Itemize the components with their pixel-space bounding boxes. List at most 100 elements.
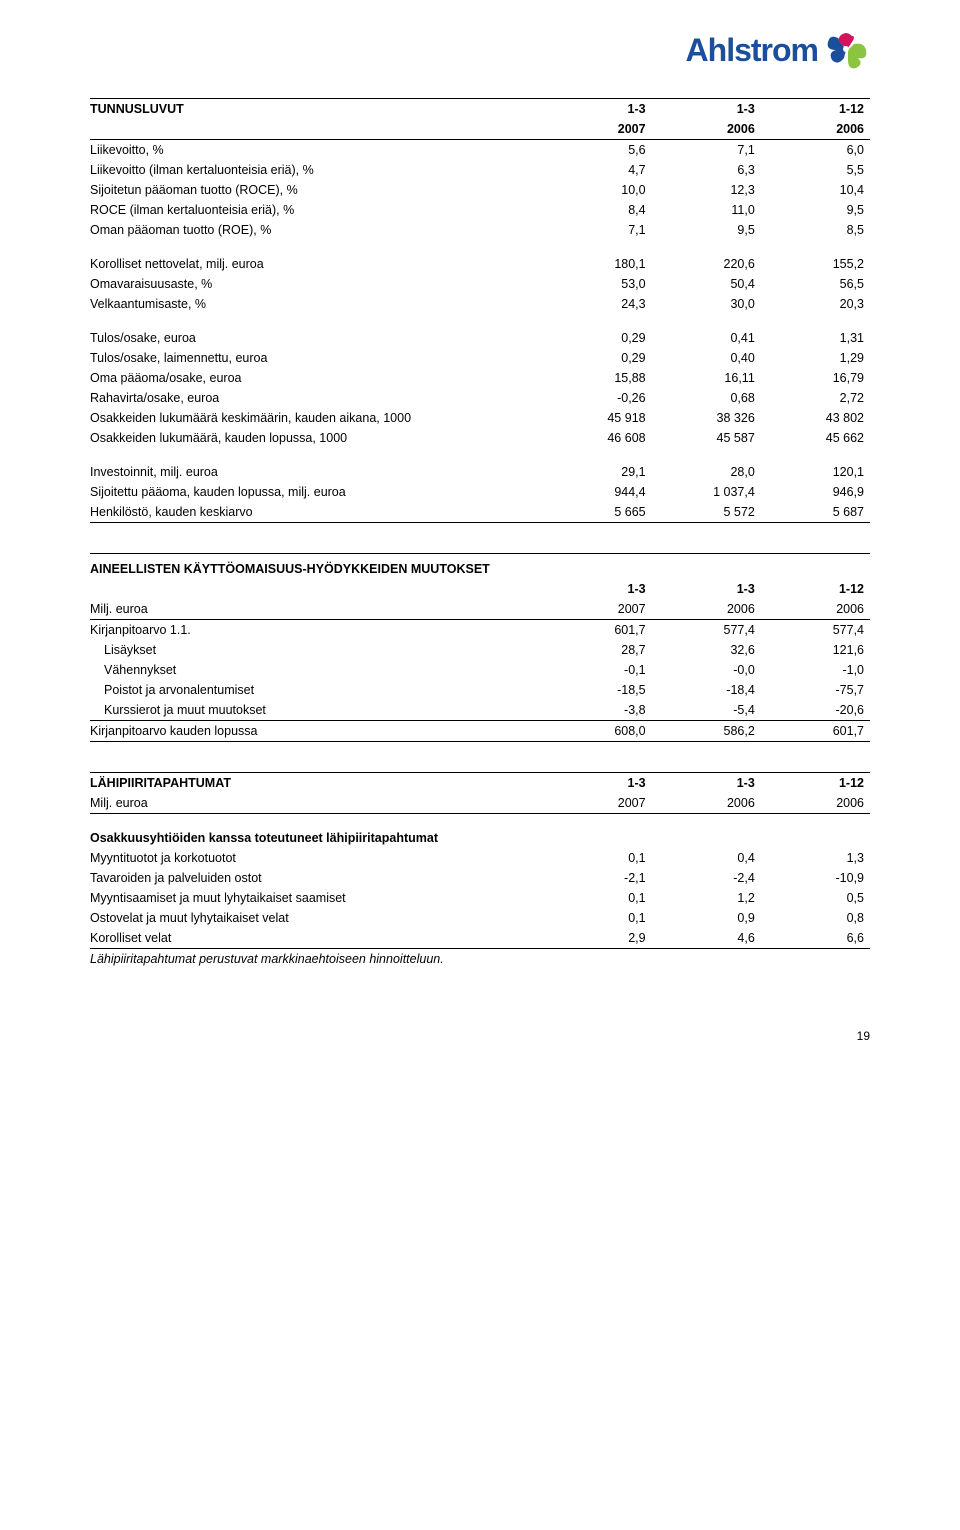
cell: 0,8 — [761, 908, 870, 928]
cell: -10,9 — [761, 868, 870, 888]
cell: Tulos/osake, euroa — [90, 328, 542, 348]
cell: 28,7 — [542, 640, 651, 660]
cell: 2,72 — [761, 388, 870, 408]
table-row: Korolliset nettovelat, milj. euroa180,12… — [90, 254, 870, 274]
table-row: Liikevoitto (ilman kertaluonteisia eriä)… — [90, 160, 870, 180]
table-row: Liikevoitto, %5,67,16,0 — [90, 140, 870, 161]
cell: Lisäykset — [90, 640, 542, 660]
cell: -18,5 — [542, 680, 651, 700]
cell: 8,4 — [542, 200, 651, 220]
cell: 6,3 — [652, 160, 761, 180]
cell: 0,41 — [652, 328, 761, 348]
key-figures-table: TUNNUSLUVUT 1-3 1-3 1-12 2007 2006 2006 … — [90, 98, 870, 523]
table-row: Oma pääoma/osake, euroa15,8816,1116,79 — [90, 368, 870, 388]
cell: Milj. euroa — [90, 793, 542, 814]
cell: 11,0 — [652, 200, 761, 220]
cell: 29,1 — [542, 462, 651, 482]
table-row: Osakkuusyhtiöiden kanssa toteutuneet läh… — [90, 828, 870, 848]
cell: Liikevoitto, % — [90, 140, 542, 161]
cell: 6,0 — [761, 140, 870, 161]
cell: 4,7 — [542, 160, 651, 180]
cell: 1,2 — [652, 888, 761, 908]
cell: ROCE (ilman kertaluonteisia eriä), % — [90, 200, 542, 220]
cell: 45 662 — [761, 428, 870, 448]
cell: 1,31 — [761, 328, 870, 348]
table-row: Myyntisaamiset ja muut lyhytaikaiset saa… — [90, 888, 870, 908]
cell: 2006 — [761, 599, 870, 620]
cell: Korolliset nettovelat, milj. euroa — [90, 254, 542, 274]
cell: 9,5 — [761, 200, 870, 220]
cell: 2007 — [542, 119, 651, 140]
cell: Omavaraisuusaste, % — [90, 274, 542, 294]
cell: 4,6 — [652, 928, 761, 949]
cell: Velkaantumisaste, % — [90, 294, 542, 314]
table-row: Lähipiiritapahtumat perustuvat markkinae… — [90, 948, 870, 969]
table-row: Omavaraisuusaste, %53,050,456,5 — [90, 274, 870, 294]
cell: 0,68 — [652, 388, 761, 408]
table-row: Kirjanpitoarvo kauden lopussa 608,0 586,… — [90, 721, 870, 742]
cell: Kirjanpitoarvo 1.1. — [90, 620, 542, 641]
cell: 10,0 — [542, 180, 651, 200]
cell: 43 802 — [761, 408, 870, 428]
table-row: Osakkeiden lukumäärä, kauden lopussa, 10… — [90, 428, 870, 448]
clover-icon — [824, 30, 870, 70]
cell: Milj. euroa — [90, 599, 542, 620]
cell: 121,6 — [761, 640, 870, 660]
table-row: Kurssierot ja muut muutokset-3,8-5,4-20,… — [90, 700, 870, 721]
cell: 56,5 — [761, 274, 870, 294]
cell: Sijoitettu pääoma, kauden lopussa, milj.… — [90, 482, 542, 502]
cell: 577,4 — [652, 620, 761, 641]
cell: 2,9 — [542, 928, 651, 949]
cell: 2006 — [652, 119, 761, 140]
cell: 601,7 — [761, 721, 870, 742]
cell: -5,4 — [652, 700, 761, 721]
cell: 9,5 — [652, 220, 761, 240]
cell: 1,3 — [761, 848, 870, 868]
section-subtitle: Osakkuusyhtiöiden kanssa toteutuneet läh… — [90, 828, 870, 848]
cell: Osakkeiden lukumäärä, kauden lopussa, 10… — [90, 428, 542, 448]
table-row: TUNNUSLUVUT 1-3 1-3 1-12 — [90, 99, 870, 120]
cell: Kirjanpitoarvo kauden lopussa — [90, 721, 542, 742]
related-party-table: LÄHIPIIRITAPAHTUMAT 1-3 1-3 1-12 Milj. e… — [90, 772, 870, 969]
cell: Myyntituotot ja korkotuotot — [90, 848, 542, 868]
cell: 0,29 — [542, 328, 651, 348]
cell: -0,26 — [542, 388, 651, 408]
cell: 45 587 — [652, 428, 761, 448]
cell: 0,1 — [542, 848, 651, 868]
table-row: Rahavirta/osake, euroa-0,260,682,72 — [90, 388, 870, 408]
cell: 7,1 — [652, 140, 761, 161]
cell: 2006 — [652, 793, 761, 814]
table-row: 1-3 1-3 1-12 — [90, 579, 870, 599]
cell: 0,1 — [542, 908, 651, 928]
cell: 32,6 — [652, 640, 761, 660]
section-title: AINEELLISTEN KÄYTTÖOMAISUUS-HYÖDYKKEIDEN… — [90, 554, 542, 580]
table-row: Kirjanpitoarvo 1.1.601,7577,4577,4 — [90, 620, 870, 641]
table-row: Sijoitettu pääoma, kauden lopussa, milj.… — [90, 482, 870, 502]
cell: Tulos/osake, laimennettu, euroa — [90, 348, 542, 368]
cell: 944,4 — [542, 482, 651, 502]
cell: Rahavirta/osake, euroa — [90, 388, 542, 408]
cell: LÄHIPIIRITAPAHTUMAT — [90, 773, 542, 794]
page-number: 19 — [90, 1029, 870, 1043]
cell: 12,3 — [652, 180, 761, 200]
cell: -20,6 — [761, 700, 870, 721]
cell: 5,6 — [542, 140, 651, 161]
cell: -18,4 — [652, 680, 761, 700]
cell: 1-12 — [761, 579, 870, 599]
cell: 0,1 — [542, 888, 651, 908]
table-row: Milj. euroa 2007 2006 2006 — [90, 793, 870, 814]
cell: 0,29 — [542, 348, 651, 368]
cell: 577,4 — [761, 620, 870, 641]
cell: -0,1 — [542, 660, 651, 680]
cell: 1-3 — [652, 579, 761, 599]
cell: 1 037,4 — [652, 482, 761, 502]
cell: 46 608 — [542, 428, 651, 448]
cell: 16,11 — [652, 368, 761, 388]
logo-text: Ahlstrom — [686, 32, 818, 69]
table-row: Milj. euroa 2007 2006 2006 — [90, 599, 870, 620]
cell: Henkilöstö, kauden keskiarvo — [90, 502, 542, 523]
cell: 6,6 — [761, 928, 870, 949]
table-row: LÄHIPIIRITAPAHTUMAT 1-3 1-3 1-12 — [90, 773, 870, 794]
table-row: Ostovelat ja muut lyhytaikaiset velat0,1… — [90, 908, 870, 928]
footnote: Lähipiiritapahtumat perustuvat markkinae… — [90, 948, 870, 969]
